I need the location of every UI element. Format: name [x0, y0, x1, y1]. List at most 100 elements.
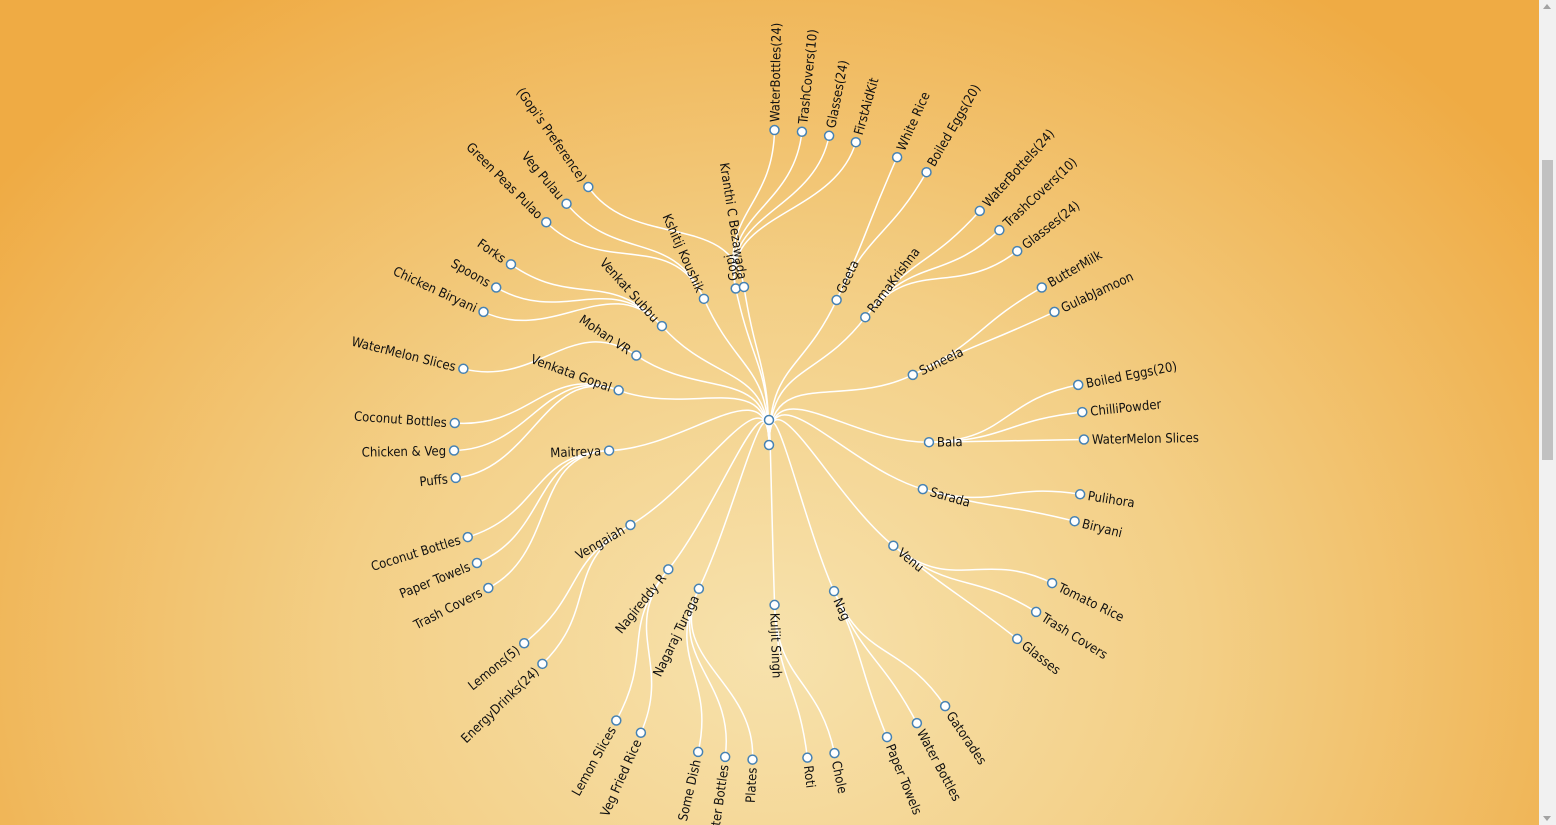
tree-node-leaf-marker[interactable] — [994, 224, 1005, 236]
tree-node-parent-marker[interactable] — [860, 311, 871, 323]
tree-node-leaf[interactable]: Puffs — [419, 472, 461, 490]
tree-node-leaf-marker[interactable] — [974, 205, 986, 217]
tree-node-leaf[interactable]: WaterBottels(24) — [974, 127, 1058, 217]
tree-node-leaf-marker[interactable] — [939, 700, 951, 712]
tree-node-leaf-marker[interactable] — [490, 282, 502, 293]
tree-node-leaf-marker[interactable] — [448, 445, 460, 456]
tree-node-leaf-marker[interactable] — [796, 126, 808, 137]
tree-node-leaf-marker[interactable] — [518, 637, 530, 649]
tree-node-parent-marker[interactable] — [831, 294, 842, 306]
tree-node-parent-marker[interactable] — [613, 385, 624, 396]
tree-node-leaf-marker[interactable] — [719, 751, 731, 763]
tree-node-parent[interactable]: Gopi — [722, 253, 742, 294]
tree-node-parent[interactable]: Vengaiah — [573, 519, 636, 564]
scroll-thumb[interactable] — [1542, 160, 1553, 460]
tree-node-leaf[interactable]: (Gopi's Preference) — [513, 85, 594, 193]
tree-node-leaf[interactable]: FirstAidKit — [850, 76, 883, 148]
tree-node-leaf[interactable]: Green Peas Pulao — [463, 140, 552, 228]
tree-node-leaf-marker[interactable] — [1074, 489, 1086, 500]
tree-node-leaf-marker[interactable] — [611, 715, 622, 726]
tree-node-parent[interactable]: Maitreya — [550, 444, 615, 461]
tree-node-parent-marker[interactable] — [693, 583, 705, 595]
tree-node-parent[interactable]: Bala — [923, 435, 963, 451]
tree-node-parent[interactable]: Sarada — [917, 483, 972, 511]
tree-node-leaf[interactable]: Chicken & Veg — [362, 444, 460, 461]
scroll-up-arrow-icon[interactable] — [1543, 4, 1551, 9]
tree-node-leaf-marker[interactable] — [850, 136, 862, 148]
tree-node-leaf-marker[interactable] — [561, 198, 572, 209]
tree-node-leaf-marker[interactable] — [471, 557, 483, 569]
tree-node-leaf[interactable]: White Rice — [891, 90, 934, 163]
tree-node-leaf-marker[interactable] — [462, 531, 474, 543]
tree-node-leaf-marker[interactable] — [911, 717, 923, 729]
tree-node-leaf[interactable]: Coconut Bottles — [353, 410, 461, 431]
tree-node-parent[interactable]: Nagaraj Turaga — [651, 583, 705, 679]
tree-node-leaf[interactable]: Paper Towels — [881, 731, 924, 818]
tree-node-leaf[interactable]: ChilliPowder — [1077, 397, 1162, 420]
tree-node-leaf[interactable]: TrashCovers(10) — [994, 155, 1081, 236]
tree-node-leaf[interactable]: TrashCovers(10) — [796, 29, 821, 137]
tree-node-leaf-marker[interactable] — [1030, 606, 1042, 618]
tree-node-parent-marker[interactable] — [769, 599, 780, 611]
scroll-down-arrow-icon[interactable] — [1543, 816, 1551, 821]
tree-node-leaf[interactable]: WaterMelon Slices — [350, 335, 469, 375]
tree-node-leaf[interactable]: Boiled Eggs(20) — [1072, 359, 1179, 392]
tree-node-parent[interactable]: Nag — [828, 585, 853, 624]
tree-node-leaf[interactable]: Glasses(24) — [823, 59, 852, 142]
tree-node-leaf[interactable]: Roti — [800, 752, 818, 789]
tree-node-leaf[interactable]: WaterBottles(24) — [768, 23, 785, 136]
tree-node-leaf-marker[interactable] — [1011, 633, 1023, 645]
vertical-scrollbar[interactable] — [1539, 0, 1556, 825]
tree-node-leaf-marker[interactable] — [541, 217, 552, 228]
tree-node-leaf-marker[interactable] — [449, 417, 461, 429]
tree-node-parent-marker[interactable] — [888, 540, 899, 551]
tree-node-parent[interactable]: Kuljit Singh — [766, 599, 784, 679]
tree-node-parent[interactable]: Suneela — [907, 345, 966, 381]
tree-node-leaf-marker[interactable] — [635, 727, 647, 739]
tree-node-leaf-marker[interactable] — [1078, 434, 1090, 445]
tree-node-leaf-marker[interactable] — [881, 731, 893, 743]
tree-node-leaf-marker[interactable] — [450, 472, 461, 484]
tree-node-leaf-marker[interactable] — [692, 746, 704, 758]
tree-node-leaf-marker[interactable] — [1049, 306, 1060, 318]
tree-node-parent-marker[interactable] — [625, 519, 636, 531]
tree-node-leaf-marker[interactable] — [458, 363, 469, 375]
tree-node-parent-marker[interactable] — [603, 445, 615, 456]
tree-node-leaf-marker[interactable] — [1011, 245, 1023, 257]
tree-node-parent-marker[interactable] — [907, 369, 919, 381]
tree-node-parent-marker[interactable] — [763, 414, 775, 426]
tree-node-leaf[interactable]: WaterMelon Slices — [1078, 431, 1199, 448]
tree-node-leaf-marker[interactable] — [583, 181, 594, 193]
tree-node-leaf[interactable]: Gatorades — [939, 700, 989, 768]
tree-node-leaf[interactable]: Plates — [744, 754, 761, 803]
tree-node-leaf-marker[interactable] — [1046, 577, 1058, 589]
tree-node-parent-marker[interactable] — [663, 564, 674, 575]
tree-node-leaf-marker[interactable] — [1069, 515, 1080, 527]
tree-node-root-marker[interactable] — [763, 439, 775, 451]
tree-node-parent[interactable]: Kshitij Koushik — [659, 212, 710, 305]
tree-node-leaf-marker[interactable] — [802, 752, 813, 763]
tree-node-leaf[interactable]: EnergyDrinks(24) — [459, 658, 548, 747]
tree-node-leaf-marker[interactable] — [1036, 282, 1048, 293]
tree-node-parent[interactable]: Venkata Gopal — [528, 352, 624, 396]
tree-node-leaf-marker[interactable] — [747, 754, 758, 765]
tree-node-leaf-marker[interactable] — [1077, 406, 1088, 418]
tree-node-leaf-marker[interactable] — [823, 130, 835, 142]
tree-node-root[interactable] — [763, 439, 775, 451]
tree-node-leaf[interactable]: Water Bottles — [707, 751, 733, 825]
tree-node-parent-marker[interactable] — [631, 350, 642, 361]
tree-node-leaf[interactable]: Biryani — [1069, 515, 1124, 542]
tree-node-parent-marker[interactable] — [698, 293, 710, 305]
tree-node-leaf-marker[interactable] — [483, 582, 494, 594]
tree-node-parent[interactable]: Venu — [888, 540, 926, 576]
tree-node-leaf[interactable]: Some Dish — [676, 746, 705, 823]
tree-node-parent-marker[interactable] — [730, 283, 741, 294]
tree-node-leaf-marker[interactable] — [505, 259, 517, 270]
tree-node-leaf-marker[interactable] — [478, 306, 489, 318]
tree-node-leaf-marker[interactable] — [769, 124, 780, 136]
tree-node-parent-marker[interactable] — [923, 436, 935, 448]
tree-node-leaf-marker[interactable] — [891, 151, 903, 163]
tree-node-leaf-marker[interactable] — [1072, 379, 1084, 391]
tree-node-parent-marker[interactable] — [656, 320, 668, 332]
tree-node-leaf[interactable]: Chole — [828, 747, 850, 796]
